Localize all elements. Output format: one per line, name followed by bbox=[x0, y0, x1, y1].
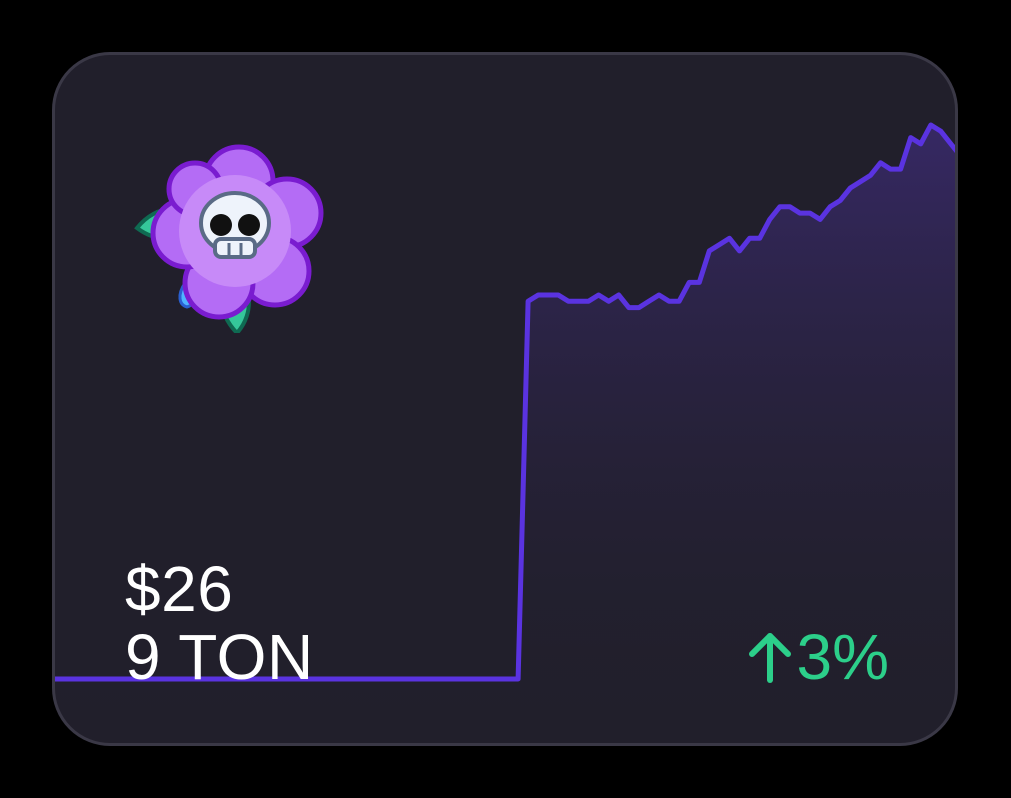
chart-series-line bbox=[55, 122, 955, 682]
ton-price: 9 TON bbox=[125, 621, 314, 693]
price-change: 3% bbox=[747, 621, 890, 693]
chart-area-fill bbox=[55, 125, 955, 743]
price-block: $26 9 TON bbox=[125, 555, 314, 691]
skull-flower-icon bbox=[127, 133, 327, 336]
price-change-value: 3% bbox=[796, 621, 890, 693]
price-chart bbox=[55, 122, 955, 743]
price-card[interactable]: $26 9 TON 3% bbox=[52, 52, 958, 746]
arrow-up-icon bbox=[748, 633, 791, 683]
usd-price: $26 bbox=[125, 553, 234, 625]
